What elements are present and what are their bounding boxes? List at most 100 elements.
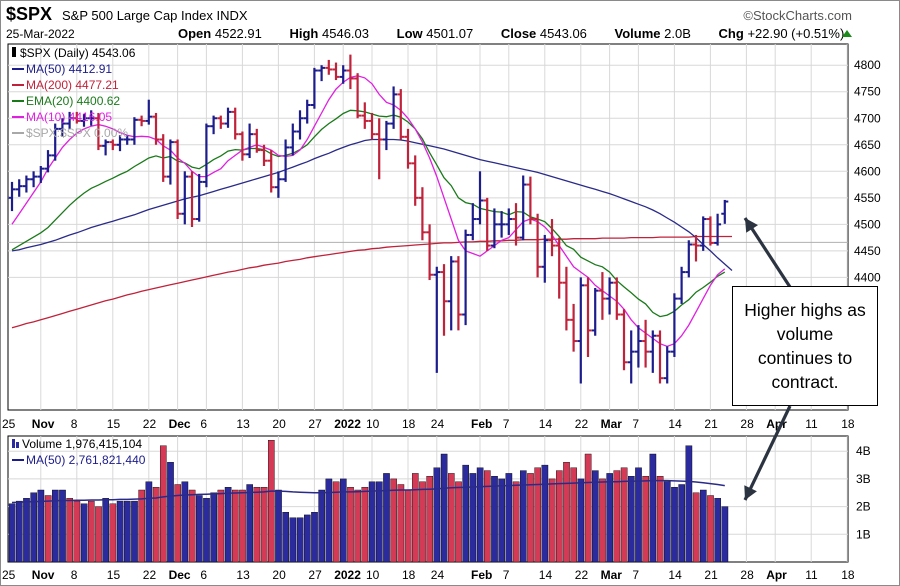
ema20-line <box>11 109 726 318</box>
price-tick-label: 4450 <box>854 244 881 258</box>
ohlc-bar <box>267 150 275 193</box>
ohlc-bar <box>512 203 520 246</box>
volume-bar <box>584 453 592 563</box>
ohlc-bar <box>210 115 218 135</box>
copyright-symbol: © <box>743 8 754 23</box>
volume-bar <box>397 484 405 563</box>
ohlc-bar <box>202 123 210 188</box>
ohlc-bar <box>642 319 650 368</box>
ohlc-bar <box>238 131 246 161</box>
legend-entry: $SPX:$SPX 0.00% <box>26 126 128 140</box>
volume-bar <box>368 481 376 563</box>
volume-bar <box>419 481 426 563</box>
ohlc-bar <box>706 216 714 246</box>
date-tick-label: 18 <box>402 568 416 582</box>
ohlc-bar <box>555 237 563 299</box>
volume-bar <box>217 489 225 563</box>
volume-bar <box>476 467 484 563</box>
volume-bar <box>296 517 304 563</box>
price-tick-label: 4500 <box>854 217 881 231</box>
volume-bar <box>123 500 131 563</box>
ohlc-bar <box>166 139 174 185</box>
symbol-title: $SPX <box>6 4 53 24</box>
chg-value: +22.90 (+0.51%) <box>747 26 845 41</box>
volume-legend-icon <box>16 442 19 448</box>
volume-bar <box>354 489 362 563</box>
ohlc-bar <box>8 181 16 212</box>
volume-tick-label: 1B <box>856 527 871 541</box>
volume-bar <box>361 487 369 563</box>
ohlc-bar <box>548 219 556 257</box>
ohlc-bar <box>332 62 340 81</box>
date-tick-label: 7 <box>503 568 510 582</box>
date-tick-label: 24 <box>431 417 445 431</box>
ohlc-bar <box>310 67 318 109</box>
ohlc-bar <box>354 73 362 119</box>
volume-bar <box>635 467 642 563</box>
low-label: Low <box>396 26 423 41</box>
ohlc-bar <box>577 277 585 384</box>
volume-bar <box>491 476 498 563</box>
date-tick-label: 28 <box>740 568 754 582</box>
date-tick-label: Dec <box>169 568 191 582</box>
volume-bar <box>599 478 606 563</box>
ohlc-bar <box>447 256 455 331</box>
index-name: S&P 500 Large Cap Index INDX <box>62 8 248 23</box>
ohlc-bar <box>404 128 412 169</box>
ma10-line <box>11 75 726 347</box>
ohlc-bar <box>526 176 534 225</box>
open-label: Open <box>178 26 212 41</box>
date-tick-label: 13 <box>236 568 250 582</box>
volume-bar <box>700 489 707 563</box>
volume-bar <box>318 489 326 563</box>
date-tick-label: 7 <box>503 417 510 431</box>
legend-entry: $SPX (Daily) 4543.06 <box>20 46 136 60</box>
date-tick-label: Feb <box>471 417 492 431</box>
date-tick-label: 14 <box>668 568 682 582</box>
date-tick-label: 14 <box>539 568 553 582</box>
ma50-line <box>11 138 733 271</box>
volume-bar <box>275 489 282 563</box>
ohlc-bar <box>598 272 606 320</box>
volume-bar <box>592 470 599 563</box>
ohlc-bar <box>505 208 513 235</box>
date-tick-label: Mar <box>601 417 623 431</box>
ohlc-bar <box>130 117 138 145</box>
date-tick-label: 27 <box>308 568 322 582</box>
date-tick-label: 18 <box>841 417 855 431</box>
volume-bar <box>340 478 347 563</box>
volume-bar <box>548 478 556 563</box>
ohlc-bar <box>433 266 441 373</box>
ohlc-bar <box>634 325 642 368</box>
volume-bar <box>116 500 124 563</box>
date-tick-label: 7 <box>632 417 639 431</box>
ohlc-bar <box>627 330 635 384</box>
volume-bar <box>649 453 657 563</box>
date-tick-label: 14 <box>668 417 682 431</box>
volume-bar <box>73 500 81 563</box>
ohlc-bar <box>390 86 398 129</box>
ohlc-bar <box>58 118 66 137</box>
date-tick-label: 21 <box>704 417 718 431</box>
volume-bar <box>534 467 541 563</box>
date-tick-label: 2022 <box>334 417 361 431</box>
volume-bar <box>462 464 470 563</box>
volume-bar <box>282 512 290 563</box>
price-tick-label: 4550 <box>854 191 881 205</box>
index-full-name: S&P 500 Large Cap Index <box>62 8 213 23</box>
close-label: Close <box>500 26 537 41</box>
volume-bar <box>311 512 318 563</box>
date-tick-label: 22 <box>143 568 157 582</box>
open-value: 4522.91 <box>214 26 262 41</box>
ohlc-bar <box>663 346 671 384</box>
ohlc-bar <box>30 171 38 188</box>
ohlc-bar <box>152 112 160 145</box>
ohlc-bar <box>188 171 196 227</box>
ohlc-bar <box>649 330 657 373</box>
ohlc-bar <box>87 110 95 126</box>
ohlc-bar <box>138 115 146 127</box>
volume-bar <box>642 476 649 563</box>
volume-bar <box>620 467 628 563</box>
volume-bar <box>714 498 721 563</box>
volume-label: Volume <box>614 26 661 41</box>
